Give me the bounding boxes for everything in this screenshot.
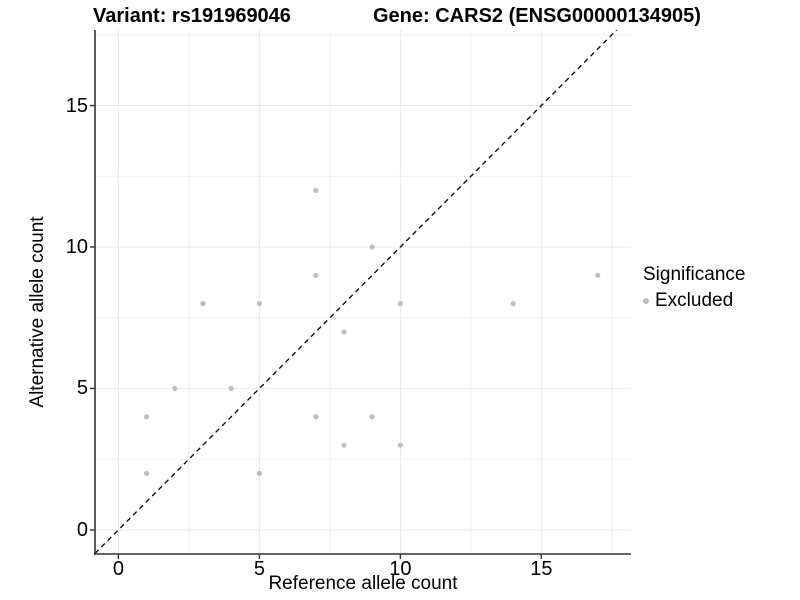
legend-item-excluded: Excluded (643, 290, 745, 312)
gene-title: Gene: CARS2 (ENSG00000134905) (373, 5, 701, 27)
legend-item-label: Excluded (655, 290, 734, 311)
data-point (313, 187, 319, 194)
data-point (341, 442, 347, 448)
data-point (143, 414, 150, 420)
excluded-point-swatch-icon (643, 298, 649, 304)
data-point (256, 301, 262, 307)
data-point (510, 301, 516, 307)
data-point (313, 272, 319, 278)
x-tick-label: 10 (389, 558, 412, 580)
y-tick-label: 10 (65, 236, 88, 258)
x-tick-label: 5 (253, 558, 265, 580)
data-point (256, 470, 262, 476)
data-point (369, 244, 375, 250)
y-axis-title: Alternative allele count (27, 216, 48, 408)
identity-dashed-line (94, 29, 618, 554)
y-tick-label: 5 (76, 377, 88, 400)
data-point (369, 414, 375, 420)
data-point (595, 272, 601, 278)
y-tick-label: 0 (76, 518, 88, 541)
data-point (172, 385, 178, 392)
data-point (397, 442, 403, 448)
legend: Significance Excluded (643, 264, 745, 312)
legend-title: Significance (643, 264, 746, 285)
data-point (397, 301, 403, 307)
data-point (341, 329, 347, 335)
data-point (143, 470, 150, 476)
y-tick-label: 15 (65, 94, 88, 117)
data-point (200, 301, 206, 307)
variant-title: Variant: rs191969046 (93, 5, 291, 27)
x-tick-label: 15 (530, 558, 553, 580)
x-axis-title: Reference allele count (268, 573, 458, 594)
x-tick-label: 0 (112, 558, 124, 580)
data-point (228, 385, 234, 392)
data-point (313, 414, 319, 420)
